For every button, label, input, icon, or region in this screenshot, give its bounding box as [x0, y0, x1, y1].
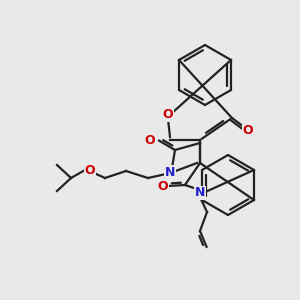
Text: N: N [195, 187, 205, 200]
Text: O: O [243, 124, 253, 136]
Text: N: N [165, 166, 175, 178]
Text: O: O [145, 134, 155, 146]
Text: O: O [158, 179, 168, 193]
Text: O: O [163, 109, 173, 122]
Text: O: O [85, 164, 95, 178]
